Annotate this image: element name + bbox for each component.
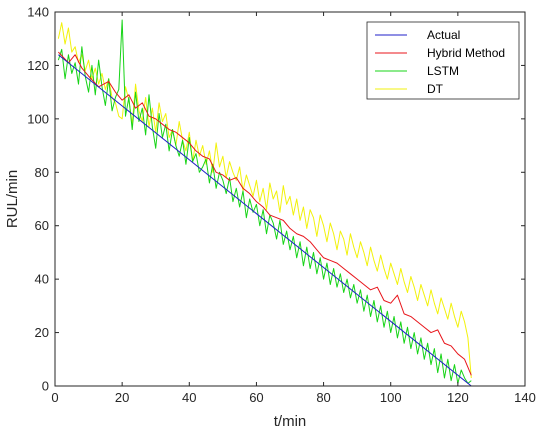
- legend-label-hybrid-method: Hybrid Method: [427, 46, 505, 60]
- legend: Actual Hybrid Method LSTM DT: [366, 21, 520, 100]
- ticks-layer: 0 20 40 60 80 100 120 140 0 20 40 60 80 100 120 140: [27, 5, 536, 406]
- x-axis-label: t/min: [274, 413, 307, 430]
- legend-label-lstm: LSTM: [427, 64, 459, 78]
- legend-entry-lstm: LSTM: [375, 64, 459, 78]
- y-axis-label: RUL/min: [4, 170, 21, 228]
- series-line-actual: [58, 54, 472, 387]
- y-tick-label: 40: [35, 272, 49, 287]
- y-tick-label: 60: [35, 218, 49, 233]
- series-line-lstm: [57, 19, 472, 384]
- x-tick-label: 120: [447, 390, 469, 405]
- x-tick-label: 40: [182, 390, 196, 405]
- legend-label-dt: DT: [427, 82, 444, 96]
- y-tick-label: 80: [35, 165, 49, 180]
- series-line-hybrid-method: [57, 51, 472, 376]
- x-tick-label: 60: [249, 390, 263, 405]
- x-tick-label: 140: [514, 390, 536, 405]
- legend-label-actual: Actual: [427, 28, 460, 42]
- series-line-dt: [57, 22, 472, 379]
- legend-entry-hybrid-method: Hybrid Method: [375, 46, 505, 60]
- y-tick-label: 0: [42, 379, 49, 394]
- y-tick-label: 20: [35, 325, 49, 340]
- x-tick-label: 20: [115, 390, 129, 405]
- x-tick-label: 100: [380, 390, 402, 405]
- x-tick-label: 0: [51, 390, 58, 405]
- series-layer: [57, 19, 472, 387]
- legend-entry-actual: Actual: [375, 28, 460, 42]
- plot-frame: [54, 11, 526, 387]
- legend-entry-dt: DT: [375, 82, 444, 96]
- y-tick-label: 100: [27, 111, 49, 126]
- y-tick-label: 120: [27, 58, 49, 73]
- y-tick-label: 140: [27, 5, 49, 20]
- x-tick-label: 80: [316, 390, 330, 405]
